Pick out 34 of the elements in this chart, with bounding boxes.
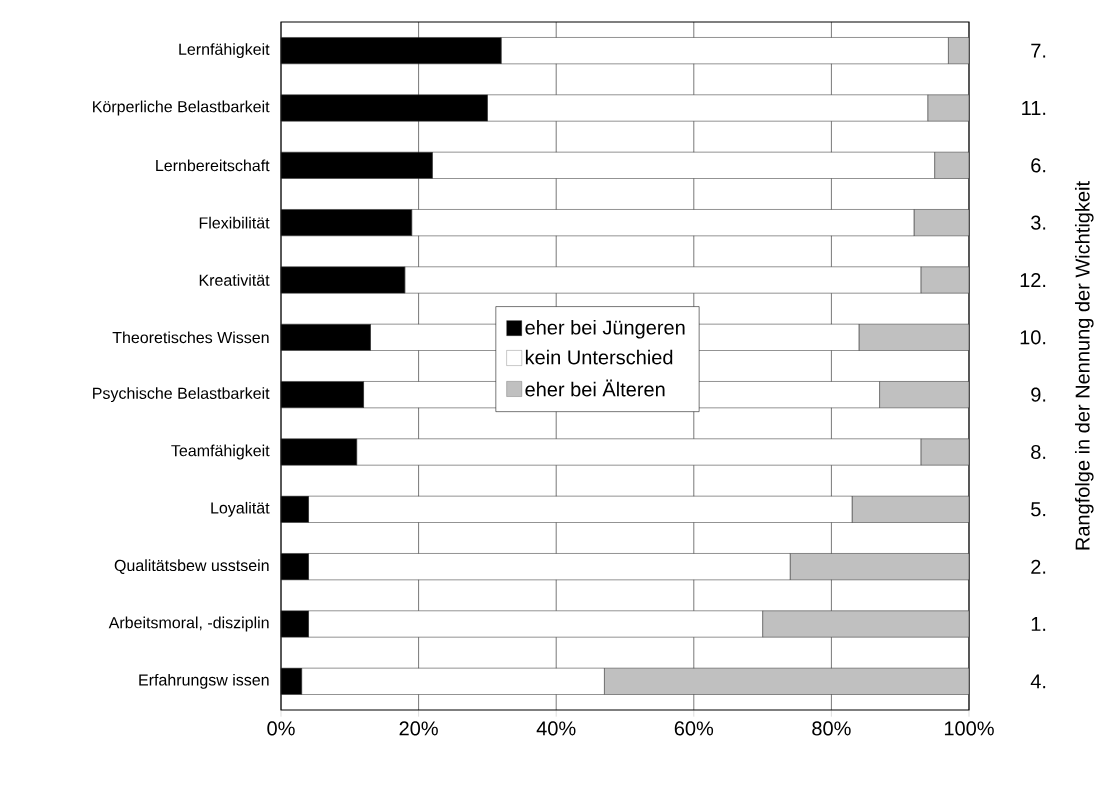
x-tick-label: 40% <box>536 721 576 736</box>
text: 3. <box>1031 215 1046 230</box>
y-tick-label: Teamfähigkeit <box>171 444 270 460</box>
y-tick-label: Psychische Belastbarkeit <box>93 387 270 403</box>
y-tick-label: Qualitätsbew usstsein <box>114 559 269 574</box>
legend-label: kein Unterschied <box>525 349 673 365</box>
y-tick-label: Erfahrungsw issen <box>139 673 269 689</box>
text: 11. <box>1022 101 1046 115</box>
x-tick-label: 20% <box>399 721 438 736</box>
y-tick-label: Kreativität <box>199 274 270 286</box>
text: 9. <box>1031 387 1046 402</box>
text: 7. <box>1031 43 1046 58</box>
x-tick-label: 0% <box>267 721 295 736</box>
y-tick-label: Lernbereitschaft <box>156 159 270 172</box>
y-tick-label: Körperliche Belastbarkeit <box>93 100 270 116</box>
text: 5. <box>1031 502 1046 517</box>
x-tick-label: 60% <box>674 721 714 736</box>
y-tick-label: Loyalität <box>211 501 270 517</box>
x-tick-label: 80% <box>812 721 851 736</box>
legend-label: eher bei Jüngeren <box>525 319 685 339</box>
text: 6. <box>1031 158 1046 173</box>
legend-label: eher bei Älteren <box>525 379 665 397</box>
y-tick-label: Flexibilität <box>199 216 270 229</box>
y-tick-label: Arbeitsmoral, -disziplin <box>108 616 269 632</box>
x-tick-label: 100% <box>944 721 994 736</box>
y-tick-label: Theoretisches Wissen <box>112 331 269 344</box>
text: 8. <box>1031 444 1046 460</box>
text: 4. <box>1030 674 1046 689</box>
text: 1. <box>1031 617 1046 631</box>
text: 10. <box>1020 330 1046 345</box>
y-tick-label: Lernfähigkeit <box>179 43 270 59</box>
text: 2. <box>1031 559 1046 574</box>
y2-axis-title: Rangfolge in der Nennung der Wichtigkeit <box>1074 181 1094 550</box>
text: 12. <box>1020 273 1046 287</box>
